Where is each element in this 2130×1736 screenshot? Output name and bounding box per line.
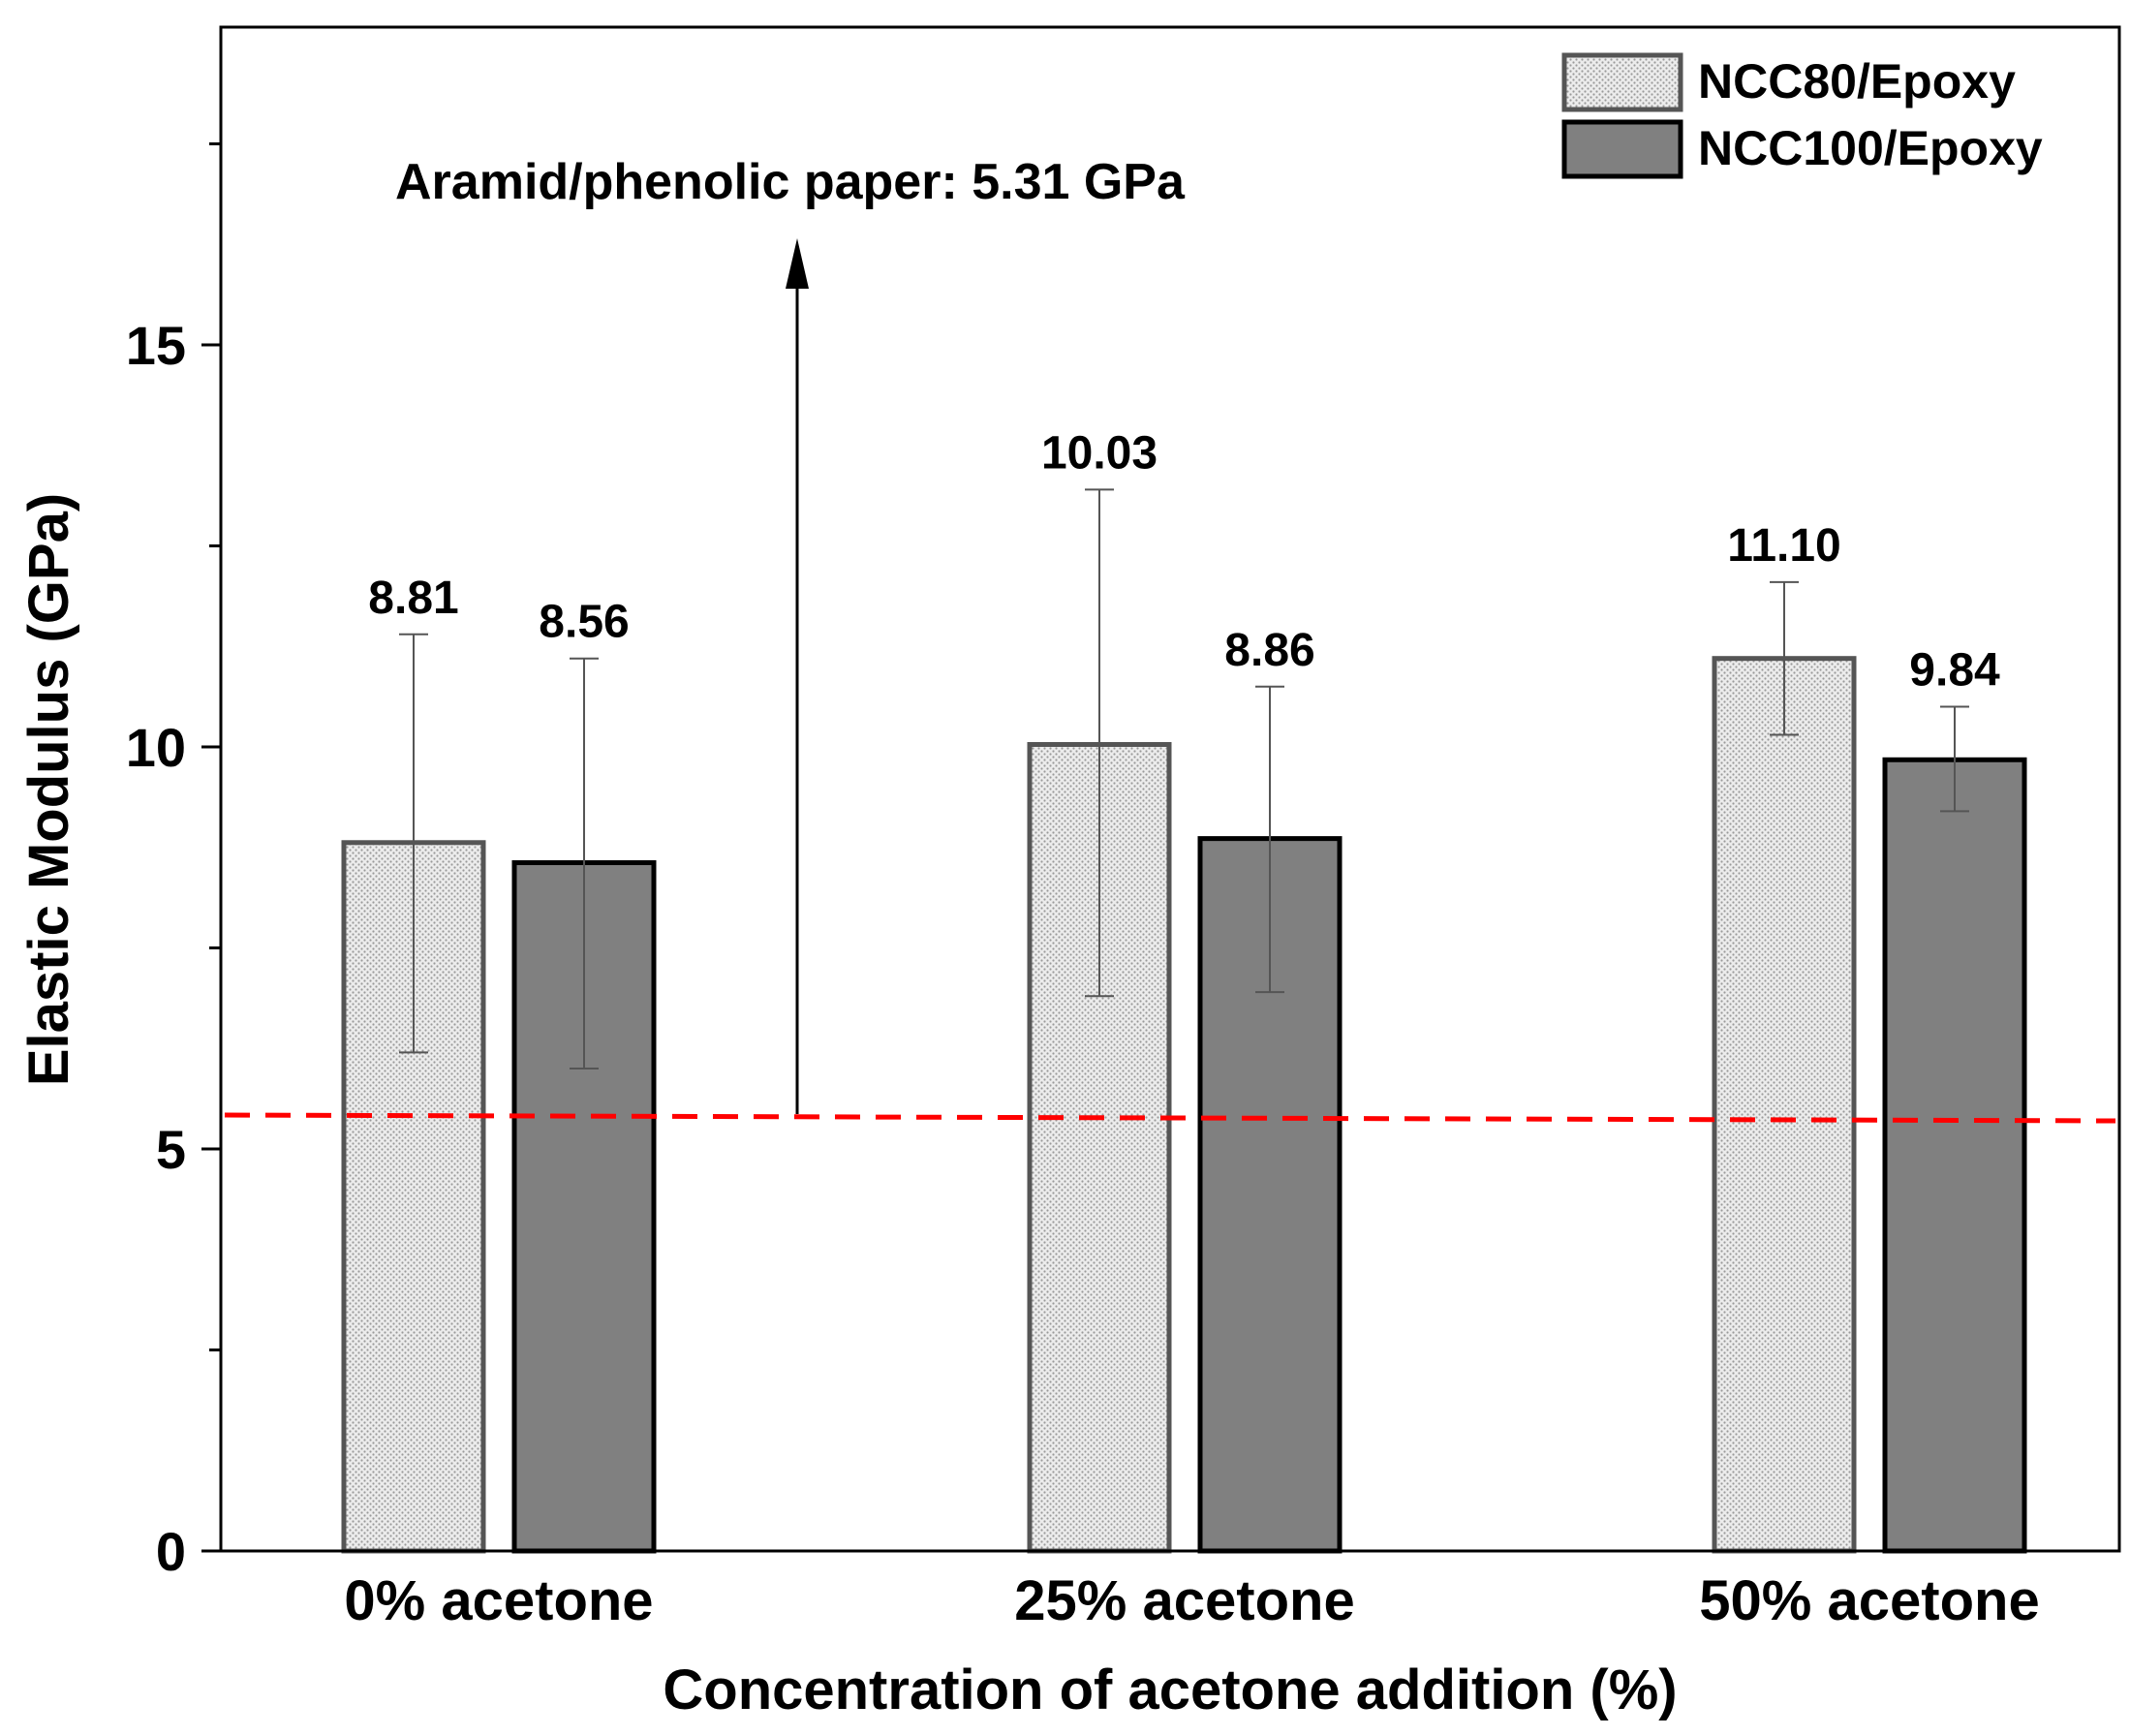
- y-axis-label: Elastic Modulus (GPa): [17, 493, 80, 1086]
- bar-ncc100-2: [1882, 757, 2027, 1554]
- x-tick-label: 25% acetone: [1014, 1569, 1354, 1632]
- data-label: 9.84: [1909, 645, 2000, 697]
- x-axis-label: Concentration of acetone addition (%): [663, 1658, 1677, 1721]
- y-tick-label: 0: [156, 1521, 186, 1582]
- data-label: 8.86: [1224, 625, 1314, 676]
- reference-line: [224, 1112, 2116, 1124]
- annotation-text: Aramid/phenolic paper: 5.31 GPa: [395, 154, 1186, 210]
- data-label: 8.81: [368, 573, 458, 624]
- legend-swatch-ncc80: [1561, 52, 1683, 112]
- bar-ncc80-2: [1712, 656, 1857, 1554]
- data-label: 8.56: [539, 597, 629, 648]
- plot-frame: [219, 25, 2121, 1553]
- y-tick-label: 10: [126, 717, 186, 778]
- data-label: 10.03: [1041, 427, 1158, 479]
- legend-label: NCC100/Epoxy: [1698, 121, 2043, 175]
- legend-label: NCC80/Epoxy: [1698, 54, 2016, 108]
- x-tick-label: 50% acetone: [1699, 1569, 2039, 1632]
- y-tick-label: 5: [156, 1119, 186, 1180]
- y-tick-label: 15: [126, 315, 186, 376]
- legend-swatch-ncc100: [1561, 119, 1683, 179]
- x-tick-label: 0% acetone: [344, 1569, 653, 1632]
- data-label: 11.10: [1727, 520, 1840, 572]
- annotation-arrowhead: [786, 238, 809, 289]
- bar-ncc100-1: [1197, 836, 1343, 1554]
